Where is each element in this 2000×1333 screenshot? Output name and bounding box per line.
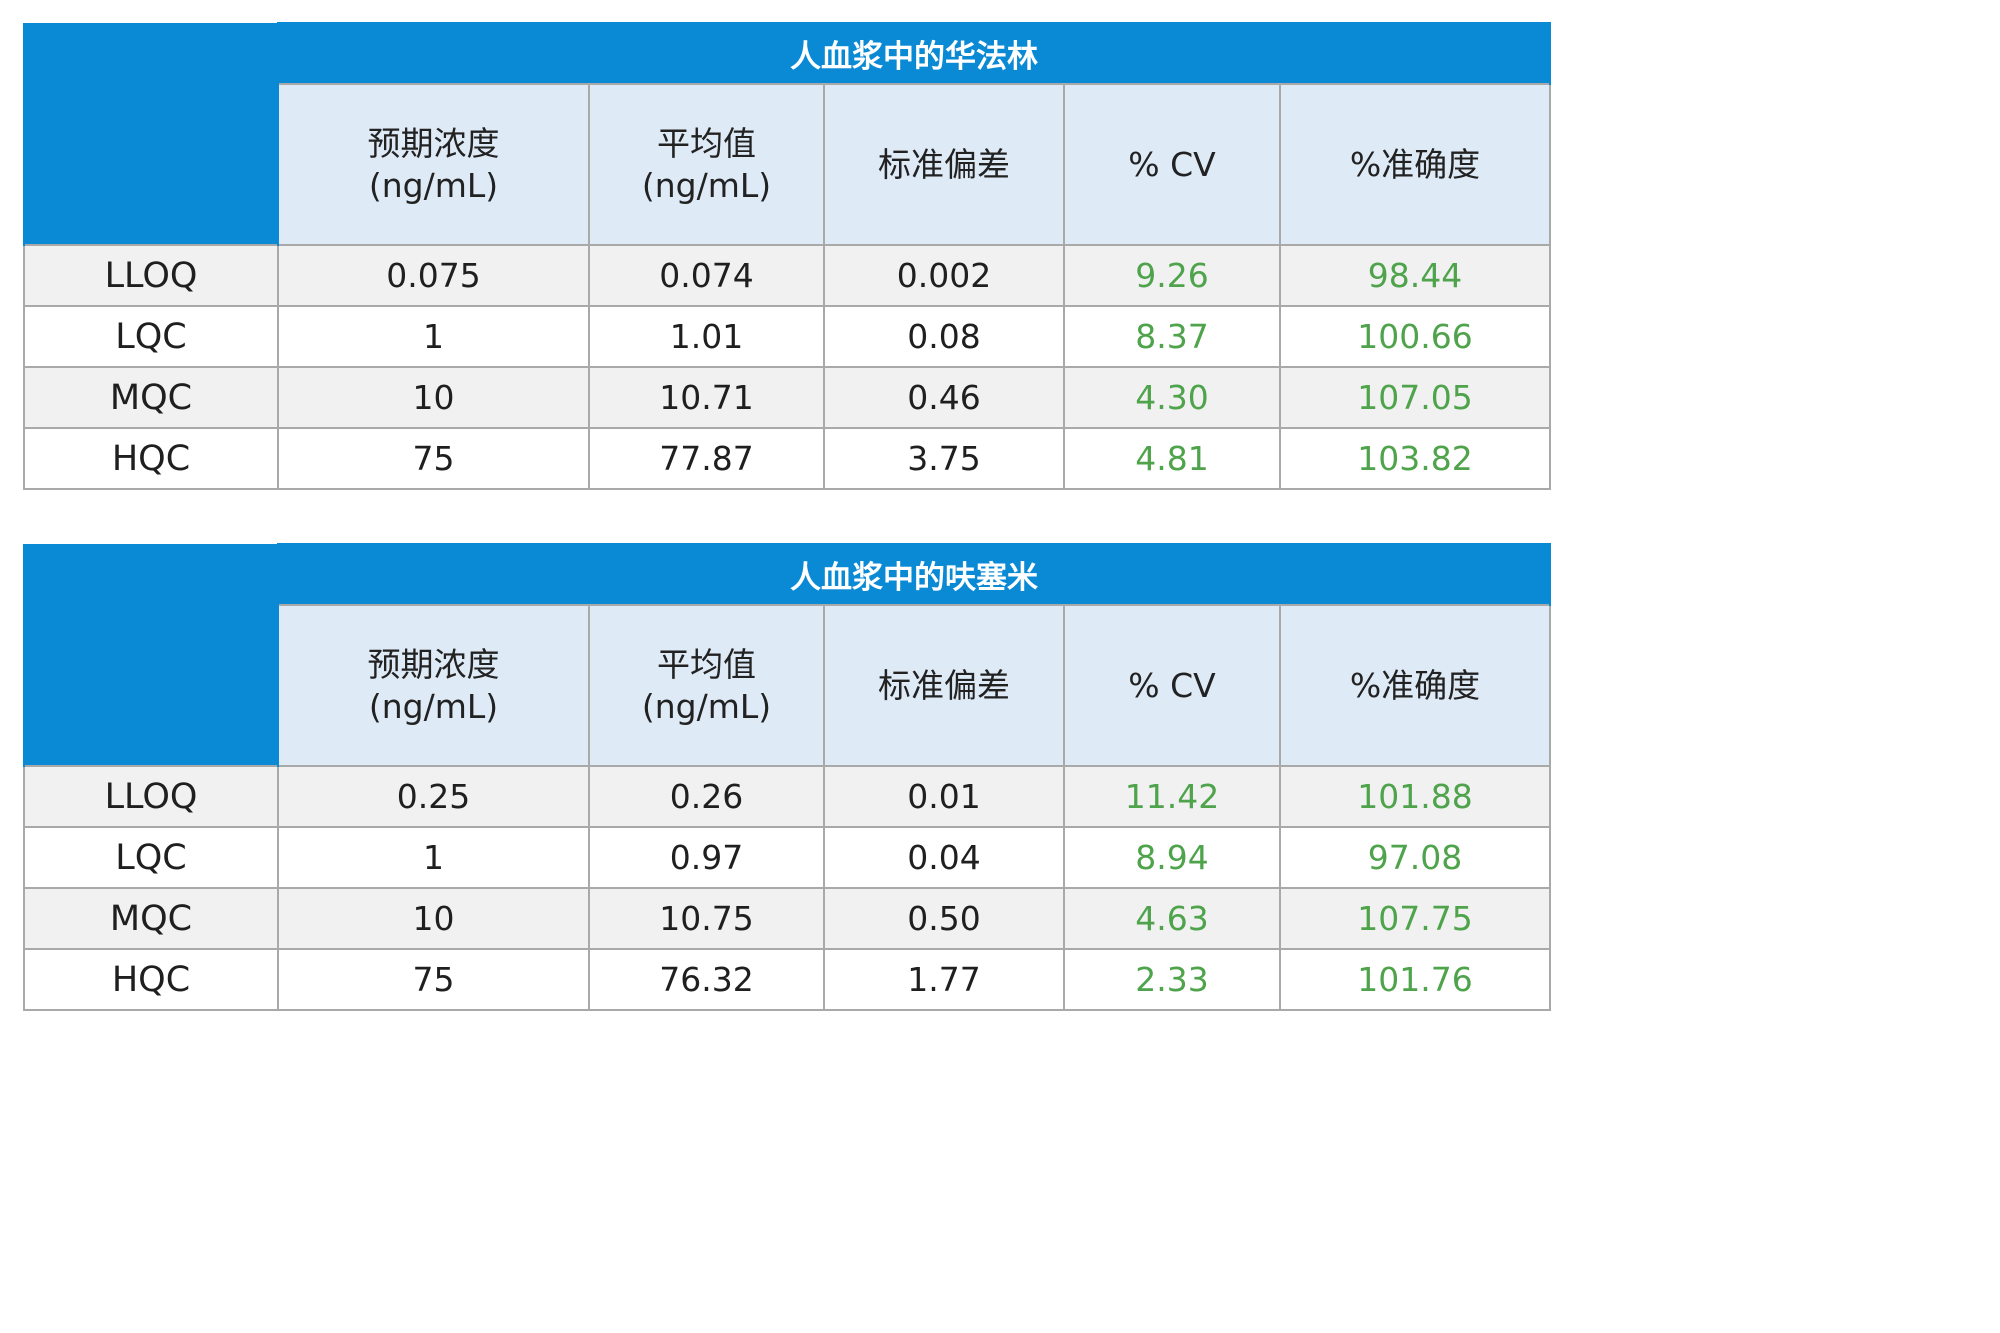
cell-cv: 4.63	[1063, 887, 1281, 950]
cell-cv: 4.30	[1063, 366, 1281, 429]
cell-expected: 75	[277, 427, 590, 490]
row-label: LQC	[23, 305, 279, 368]
cell-cv: 4.81	[1063, 427, 1281, 490]
cell-sd: 0.002	[823, 244, 1065, 307]
cell-cv: 11.42	[1063, 765, 1281, 828]
table-row: MQC 10 10.75 0.50 4.63 107.75	[23, 887, 1551, 950]
col-header-line: 预期浓度	[367, 123, 500, 163]
cell-mean: 0.074	[588, 244, 825, 307]
col-header-cv: % CV	[1063, 83, 1281, 246]
cell-sd: 0.08	[823, 305, 1065, 368]
row-label: LLOQ	[23, 765, 279, 828]
cell-mean: 76.32	[588, 948, 825, 1011]
cell-cv: 8.94	[1063, 826, 1281, 889]
cell-mean: 0.97	[588, 826, 825, 889]
cell-sd: 3.75	[823, 427, 1065, 490]
col-header-expected-concentration: 预期浓度 (ng/mL)	[277, 83, 590, 246]
table-title: 人血浆中的呋塞米	[277, 543, 1551, 605]
cell-sd: 0.01	[823, 765, 1065, 828]
cell-sd: 0.50	[823, 887, 1065, 950]
col-header-accuracy: %准确度	[1279, 83, 1551, 246]
cell-expected: 1	[277, 305, 590, 368]
col-header-unit: (ng/mL)	[368, 686, 499, 726]
cell-accuracy: 98.44	[1279, 244, 1551, 307]
cell-sd: 0.04	[823, 826, 1065, 889]
cell-expected: 10	[277, 366, 590, 429]
cell-mean: 10.71	[588, 366, 825, 429]
table-corner-block	[23, 23, 279, 245]
col-header-line: 预期浓度	[367, 644, 500, 684]
row-label: LLOQ	[23, 244, 279, 307]
furosemide-qc-table: 人血浆中的呋塞米 预期浓度 (ng/mL) 平均值 (ng/mL) 标准偏差 %…	[23, 543, 1551, 1011]
col-header-expected-concentration: 预期浓度 (ng/mL)	[277, 604, 590, 767]
col-header-line: 平均值	[657, 123, 756, 163]
cell-cv: 9.26	[1063, 244, 1281, 307]
cell-cv: 2.33	[1063, 948, 1281, 1011]
col-header-standard-deviation: 标准偏差	[823, 83, 1065, 246]
table-row: MQC 10 10.71 0.46 4.30 107.05	[23, 366, 1551, 429]
row-label: LQC	[23, 826, 279, 889]
row-label: MQC	[23, 887, 279, 950]
cell-expected: 75	[277, 948, 590, 1011]
cell-mean: 10.75	[588, 887, 825, 950]
cell-accuracy: 101.76	[1279, 948, 1551, 1011]
cell-expected: 0.075	[277, 244, 590, 307]
table-title: 人血浆中的华法林	[277, 22, 1551, 84]
cell-accuracy: 107.75	[1279, 887, 1551, 950]
col-header-standard-deviation: 标准偏差	[823, 604, 1065, 767]
table-row: HQC 75 77.87 3.75 4.81 103.82	[23, 427, 1551, 490]
cell-mean: 0.26	[588, 765, 825, 828]
cell-accuracy: 103.82	[1279, 427, 1551, 490]
cell-accuracy: 107.05	[1279, 366, 1551, 429]
col-header-unit: (ng/mL)	[641, 165, 772, 205]
cell-mean: 1.01	[588, 305, 825, 368]
col-header-line: 平均值	[657, 644, 756, 684]
table-row: HQC 75 76.32 1.77 2.33 101.76	[23, 948, 1551, 1011]
col-header-unit: (ng/mL)	[368, 165, 499, 205]
cell-sd: 1.77	[823, 948, 1065, 1011]
cell-expected: 10	[277, 887, 590, 950]
col-header-mean: 平均值 (ng/mL)	[588, 83, 825, 246]
cell-expected: 0.25	[277, 765, 590, 828]
cell-sd: 0.46	[823, 366, 1065, 429]
warfarin-qc-table: 人血浆中的华法林 预期浓度 (ng/mL) 平均值 (ng/mL) 标准偏差 %…	[23, 22, 1551, 490]
table-row: LLOQ 0.25 0.26 0.01 11.42 101.88	[23, 765, 1551, 828]
row-label: HQC	[23, 948, 279, 1011]
col-header-cv: % CV	[1063, 604, 1281, 767]
cell-expected: 1	[277, 826, 590, 889]
row-label: HQC	[23, 427, 279, 490]
col-header-mean: 平均值 (ng/mL)	[588, 604, 825, 767]
table-row: LQC 1 0.97 0.04 8.94 97.08	[23, 826, 1551, 889]
table-corner-block	[23, 544, 279, 766]
row-label: MQC	[23, 366, 279, 429]
cell-accuracy: 97.08	[1279, 826, 1551, 889]
col-header-accuracy: %准确度	[1279, 604, 1551, 767]
cell-cv: 8.37	[1063, 305, 1281, 368]
table-row: LLOQ 0.075 0.074 0.002 9.26 98.44	[23, 244, 1551, 307]
table-row: LQC 1 1.01 0.08 8.37 100.66	[23, 305, 1551, 368]
col-header-unit: (ng/mL)	[641, 686, 772, 726]
cell-accuracy: 100.66	[1279, 305, 1551, 368]
cell-mean: 77.87	[588, 427, 825, 490]
cell-accuracy: 101.88	[1279, 765, 1551, 828]
